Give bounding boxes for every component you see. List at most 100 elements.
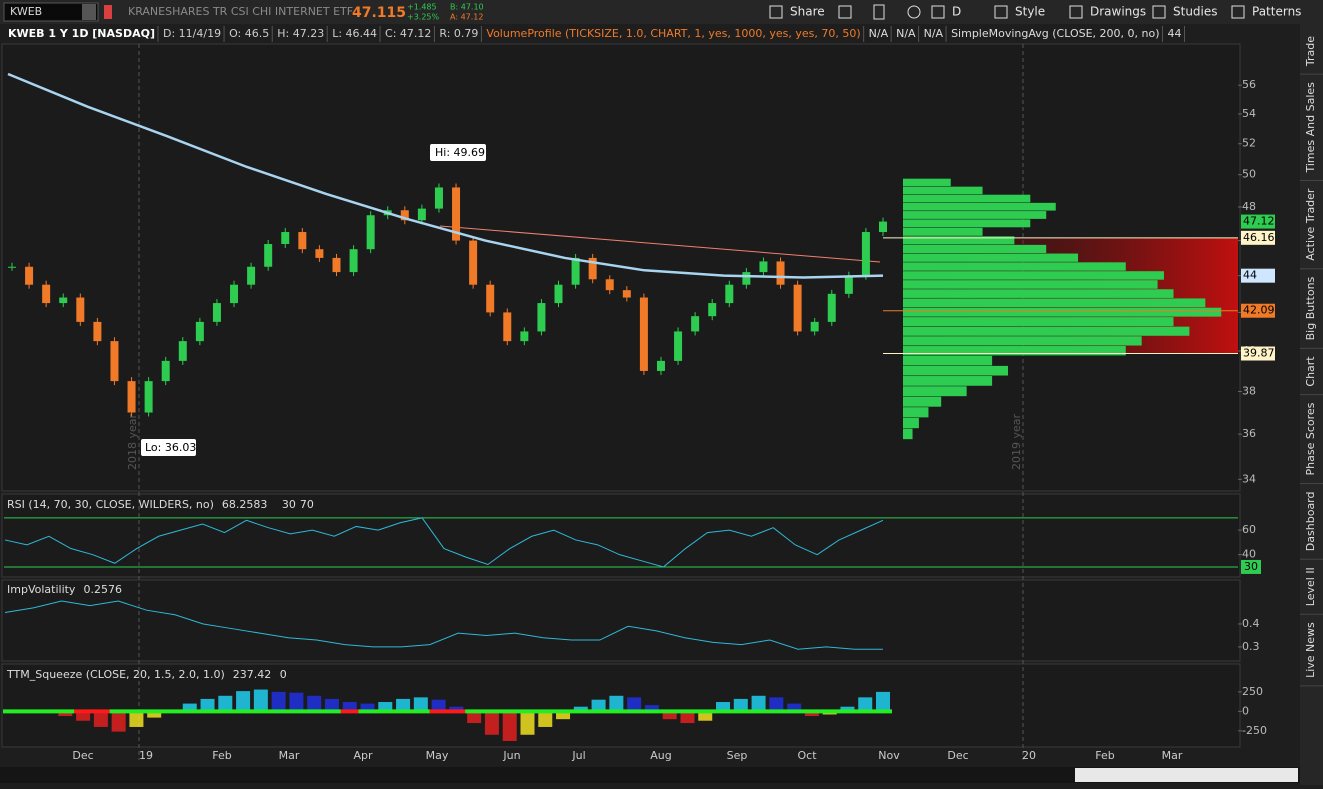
side-tab[interactable]: Dashboard (1304, 492, 1317, 552)
candle (417, 208, 426, 221)
volume-profile-bar (903, 186, 983, 195)
toolbar-button[interactable]: Studies (1173, 5, 1218, 19)
squeeze-dot (500, 709, 519, 714)
messages-icon[interactable] (838, 5, 852, 19)
toolbar-icon[interactable] (769, 5, 783, 19)
side-tab[interactable]: Times And Sales (1304, 82, 1317, 174)
x-tick-label: Feb (1095, 749, 1114, 762)
volume-profile-bar (903, 355, 993, 366)
price-level-box (1241, 268, 1275, 283)
squeeze-dot (518, 709, 537, 714)
squeeze-dot (216, 709, 235, 714)
toolbar (0, 0, 1323, 24)
candle (127, 381, 136, 413)
study-line (4, 600, 883, 650)
scroll-thumb[interactable] (1075, 768, 1298, 782)
header-field: 44 (1168, 27, 1182, 40)
squeeze-dot (482, 709, 501, 714)
price-level-label: 42.09 (1243, 304, 1275, 317)
squeeze-dot (20, 709, 39, 714)
ttm-bar (804, 711, 819, 717)
ttm-bar (307, 695, 322, 712)
candle (588, 257, 597, 280)
candle (264, 244, 273, 267)
squeeze-dot (571, 709, 590, 714)
side-tab[interactable]: Chart (1304, 356, 1317, 387)
candle (59, 297, 68, 304)
header-field: R: 0.79 (439, 27, 478, 40)
flask-icon[interactable] (873, 4, 885, 20)
toolbar-icon[interactable] (994, 5, 1008, 19)
volume-profile-bar (903, 211, 1047, 219)
ttm-bar (840, 706, 855, 712)
squeeze-dot (625, 709, 644, 714)
volume-profile-bar (903, 227, 983, 236)
volume-profile-bar (903, 317, 1174, 327)
volume-profile-bar (903, 396, 942, 407)
candle (759, 261, 768, 273)
level-label: 70 (300, 498, 314, 511)
scrollbar[interactable] (0, 767, 1300, 783)
toolbar-button[interactable]: D (952, 5, 961, 19)
toolbar-icon[interactable] (931, 5, 945, 19)
candle (93, 321, 102, 342)
side-tab[interactable]: Active Trader (1304, 188, 1317, 261)
side-tab[interactable]: Live News (1304, 622, 1317, 678)
squeeze-dot (749, 709, 768, 714)
toolbar-button[interactable]: Patterns (1252, 5, 1301, 19)
candle (520, 331, 529, 342)
candle (76, 297, 85, 322)
volume-profile-bar (903, 336, 1142, 346)
symbol[interactable]: KWEB (10, 5, 42, 18)
rsi-level-box (1241, 559, 1261, 574)
last-price: 47.115 (352, 5, 406, 21)
squeeze-dot (802, 709, 821, 714)
candle (212, 303, 221, 322)
dropdown[interactable] (82, 4, 96, 20)
ttm-bar (787, 703, 802, 712)
ttm-bar (609, 695, 624, 712)
squeeze-dot (429, 709, 448, 714)
volume-profile-bar (903, 262, 1126, 271)
y-tick-label: 250 (1242, 685, 1263, 698)
candle (486, 284, 495, 313)
side-tab[interactable]: Phase Scores (1304, 402, 1317, 475)
toolbar-icon[interactable] (1069, 5, 1083, 19)
candle (230, 284, 239, 304)
side-tab[interactable]: Big Buttons (1304, 276, 1317, 340)
ttm-bar (520, 711, 535, 735)
description: KRANESHARES TR CSI CHI INTERNET ETF (128, 5, 353, 18)
squeeze-dot (3, 709, 21, 714)
settings-icon[interactable] (907, 5, 921, 19)
toolbar-icon[interactable] (1152, 5, 1166, 19)
alert-icon[interactable] (104, 5, 112, 19)
squeeze-dot (269, 709, 288, 714)
toolbar-button[interactable]: Share (790, 5, 825, 19)
ttm-bar (396, 698, 411, 712)
ttm-bar (111, 711, 126, 732)
level-label: 30 (282, 498, 296, 511)
ttm-bar (858, 697, 873, 712)
toolbar-button[interactable]: Style (1015, 5, 1045, 19)
toolbar-icon[interactable] (1231, 5, 1245, 19)
squeeze-dot (91, 709, 110, 714)
side-tab[interactable]: Level II (1304, 567, 1317, 606)
toolbar-button[interactable]: Drawings (1090, 5, 1146, 19)
x-tick-label: Oct (797, 749, 817, 762)
candle (195, 321, 204, 342)
squeeze-dot (874, 709, 892, 714)
y-tick-label: 56 (1242, 78, 1256, 91)
squeeze-dot (447, 709, 466, 714)
ttm-bar (147, 711, 162, 718)
candle (161, 360, 170, 382)
price-level-label: 39.87 (1243, 347, 1275, 360)
study-label: RSI (14, 70, 30, CLOSE, WILDERS, no) (7, 498, 214, 511)
squeeze-dot (127, 709, 146, 714)
study-line (4, 517, 884, 568)
candle (691, 316, 700, 332)
symbol-input[interactable] (3, 2, 99, 22)
volume-profile-bar (903, 219, 1031, 228)
side-tab[interactable]: Trade (1304, 36, 1317, 67)
ttm-bar (538, 711, 553, 727)
squeeze-dot (322, 709, 341, 714)
